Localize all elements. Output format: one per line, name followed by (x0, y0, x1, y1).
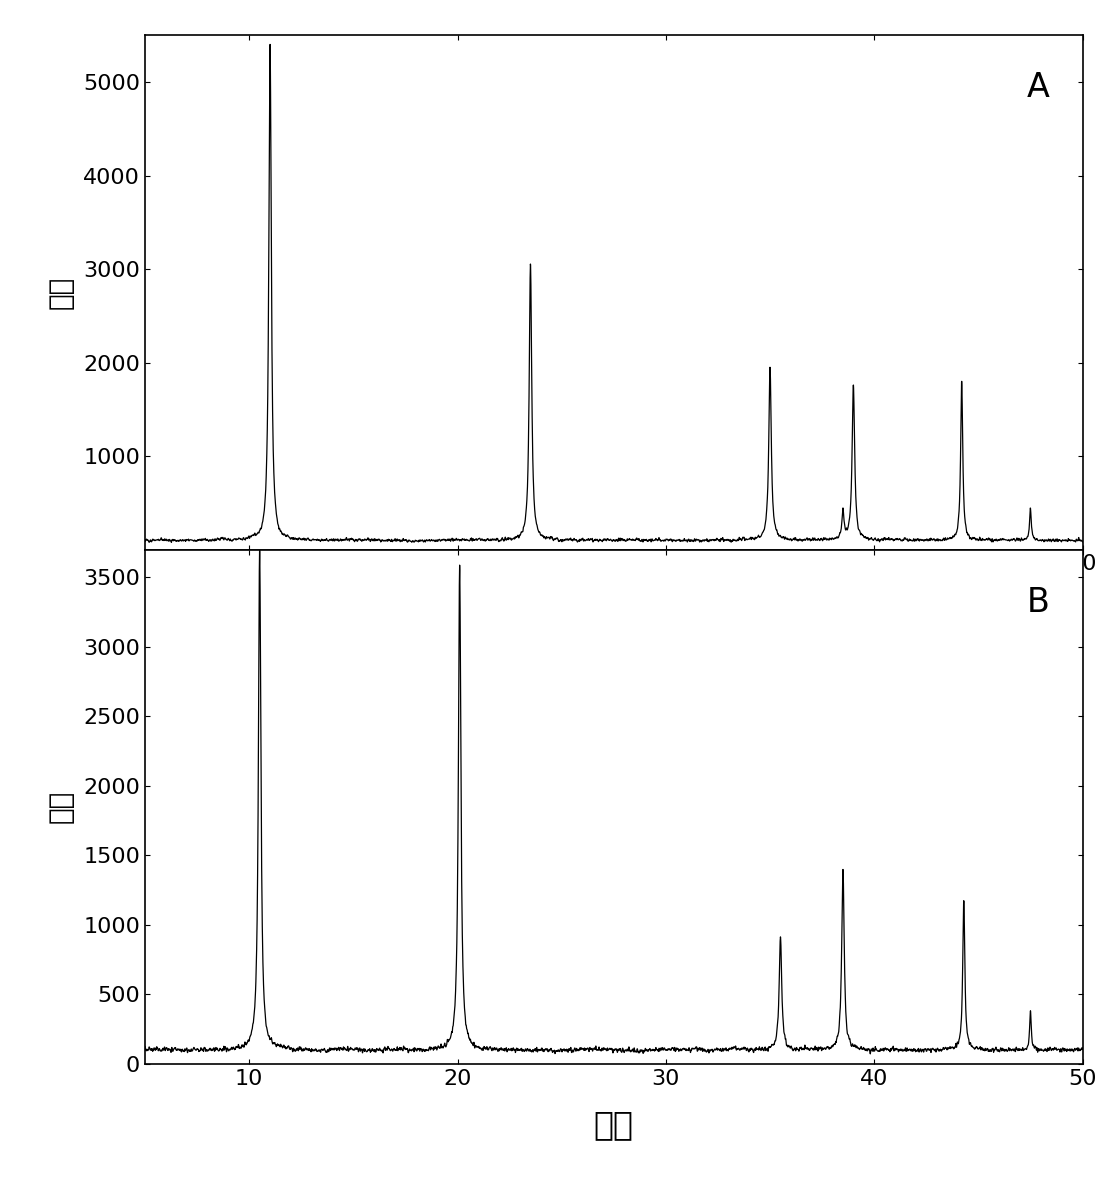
Y-axis label: 强度: 强度 (47, 790, 75, 824)
X-axis label: 角度: 角度 (594, 1108, 634, 1141)
Text: A: A (1027, 71, 1049, 104)
Y-axis label: 强度: 强度 (47, 275, 75, 310)
Text: B: B (1027, 585, 1049, 618)
